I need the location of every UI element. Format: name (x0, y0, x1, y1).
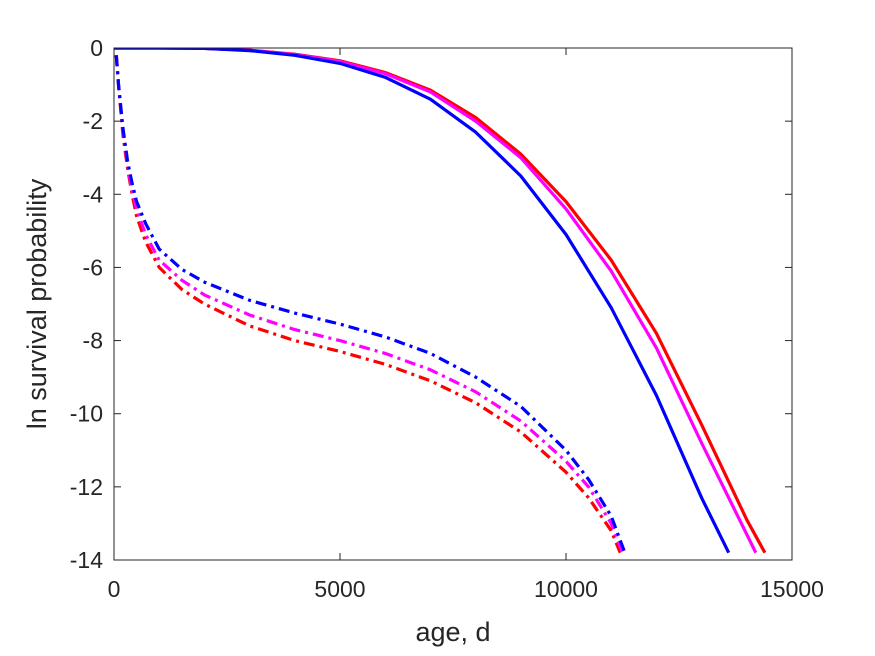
y-tick-label: -10 (70, 401, 103, 427)
series-line-5 (114, 55, 624, 554)
x-tick-label: 10000 (534, 576, 598, 602)
x-tick-label: 0 (108, 576, 121, 602)
y-tick-label: -14 (70, 547, 103, 573)
y-tick-label: -4 (83, 181, 104, 207)
x-axis-label: age, d (415, 617, 490, 647)
y-axis-label: ln survival probability (22, 178, 52, 429)
y-tick-label: -8 (83, 328, 103, 354)
x-tick-label: 5000 (314, 576, 365, 602)
y-tick-label: 0 (90, 35, 103, 61)
axes-box (113, 47, 793, 561)
series-group (114, 48, 767, 554)
x-tick-label: 15000 (760, 576, 824, 602)
y-tick-label: -2 (83, 108, 103, 134)
plot-area (114, 48, 792, 560)
y-tick-label: -12 (70, 474, 103, 500)
series-line-3 (114, 48, 731, 554)
series-line-6 (114, 55, 627, 554)
y-tick-label: -6 (83, 254, 103, 280)
